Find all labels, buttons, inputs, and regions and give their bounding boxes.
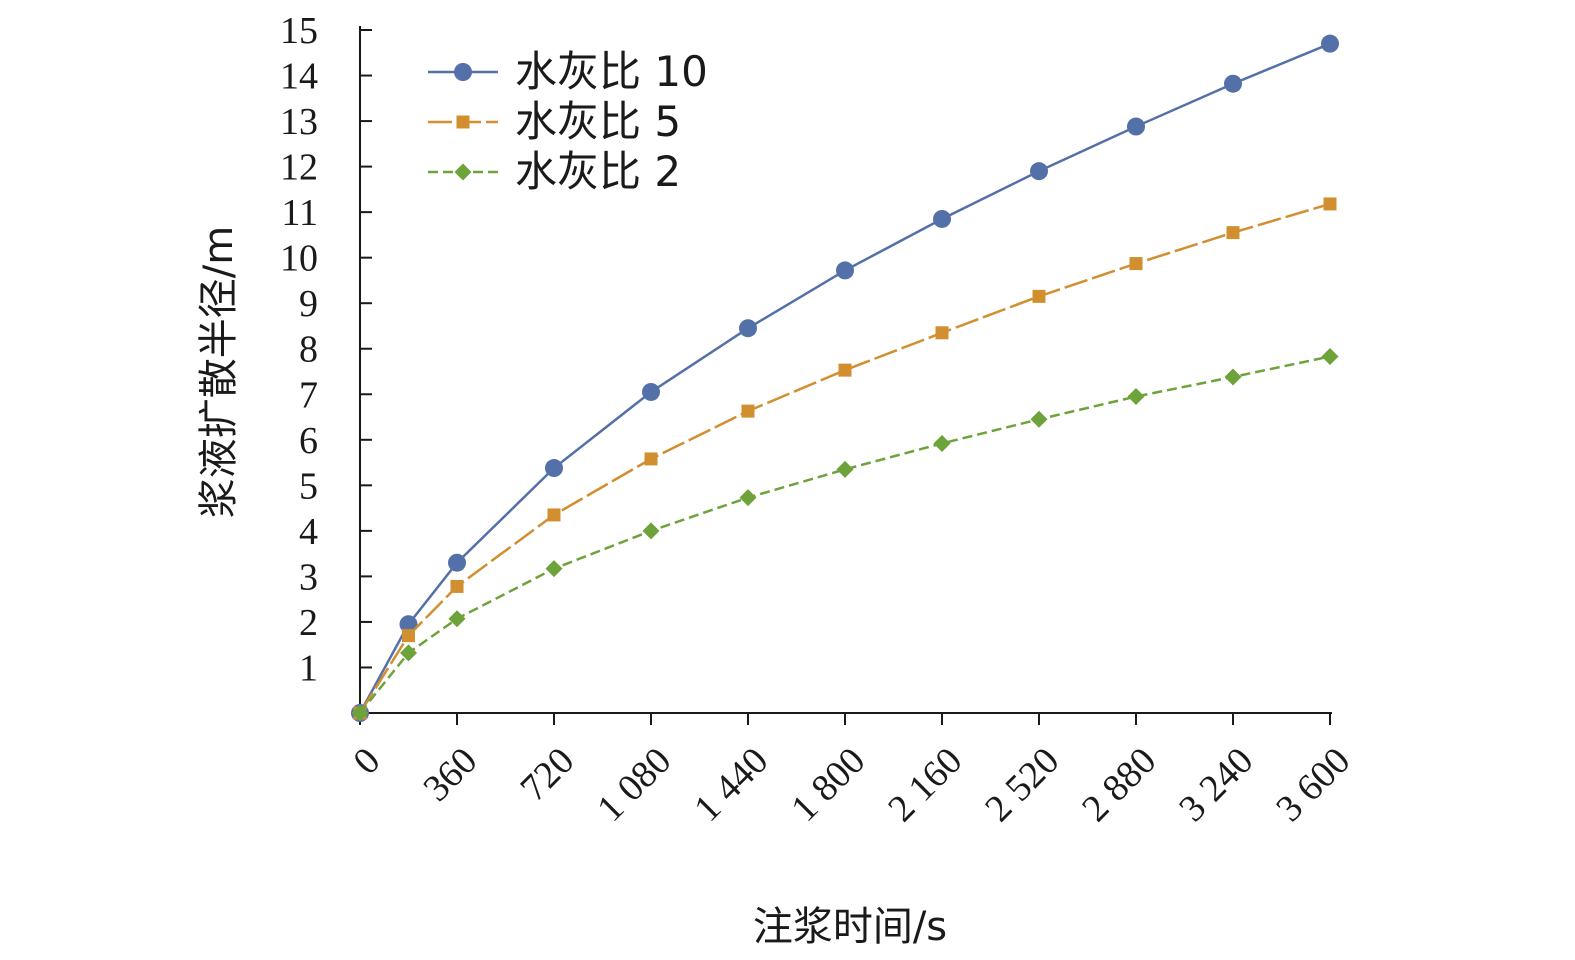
series-line <box>359 355 1331 714</box>
data-point <box>1224 74 1242 93</box>
x-tick-label: 360 <box>415 740 485 810</box>
x-tick-label: 3 600 <box>1268 740 1358 830</box>
data-point <box>454 163 472 181</box>
y-tick-label: 5 <box>299 465 318 507</box>
data-point <box>400 644 417 662</box>
data-point <box>1032 289 1046 303</box>
x-tick-label: 1 080 <box>589 740 679 830</box>
data-point <box>547 508 561 522</box>
series-3 <box>351 347 1339 722</box>
x-tick-label: 2 520 <box>977 740 1067 830</box>
y-tick-label: 10 <box>280 238 318 280</box>
x-tick-label: 3 240 <box>1171 740 1261 830</box>
x-tick-label: 2 880 <box>1074 740 1164 830</box>
y-tick-label: 8 <box>299 329 318 371</box>
data-point <box>739 489 757 507</box>
series-layer <box>351 34 1339 722</box>
legend-item-2: 水灰比 5 <box>428 97 681 146</box>
data-point <box>1129 257 1143 271</box>
data-point <box>1321 347 1339 365</box>
data-point <box>450 579 464 593</box>
series-line <box>358 202 1331 714</box>
data-point <box>644 452 658 466</box>
data-point <box>402 629 415 643</box>
data-point <box>454 63 472 81</box>
data-point <box>642 382 660 401</box>
data-point <box>456 115 470 129</box>
data-point <box>545 459 563 478</box>
y-tick-label: 4 <box>299 511 318 553</box>
y-tick-label: 6 <box>299 420 318 462</box>
x-axis-title: 注浆时间/s <box>753 904 947 950</box>
y-axis-title: 浆液扩散半径/m <box>196 226 242 518</box>
data-point <box>545 560 563 578</box>
y-tick-label: 13 <box>280 101 318 143</box>
data-point <box>739 319 757 338</box>
legend-label: 水灰比 2 <box>515 147 681 196</box>
data-point <box>448 553 466 572</box>
legend-item-1: 水灰比 10 <box>428 47 708 96</box>
data-point <box>642 522 660 540</box>
data-point <box>741 404 755 418</box>
y-tick-label: 2 <box>299 602 318 644</box>
y-tick-label: 15 <box>280 10 318 52</box>
y-tick-label: 7 <box>299 374 318 416</box>
data-point <box>838 363 852 377</box>
y-tick-label: 9 <box>299 283 318 325</box>
series-1 <box>351 34 1339 722</box>
data-point <box>836 261 854 280</box>
data-point <box>399 615 418 634</box>
x-tick-label: 1 440 <box>686 740 776 830</box>
x-tick-label: 0 <box>345 740 388 783</box>
x-tick-label: 2 160 <box>880 740 970 830</box>
legend-label: 水灰比 5 <box>515 97 681 146</box>
series-line <box>358 42 1331 714</box>
y-tick-label: 1 <box>299 647 318 689</box>
y-tick-label: 3 <box>299 556 318 598</box>
data-point <box>933 209 951 228</box>
data-point <box>1226 226 1240 240</box>
data-point <box>351 704 369 722</box>
series-2 <box>353 197 1337 720</box>
data-point <box>836 460 854 478</box>
data-point <box>933 434 951 452</box>
data-point <box>1224 368 1242 386</box>
data-point <box>1321 34 1339 53</box>
legend-label: 水灰比 10 <box>515 47 708 96</box>
y-tick-label: 14 <box>280 56 318 98</box>
x-axis-ticks: 0 360 720 1 080 1 440 1 800 2 160 2 520 2 880 3 2… <box>345 713 1358 830</box>
y-tick-label: 11 <box>281 192 318 234</box>
data-point <box>1323 197 1337 211</box>
y-tick-label: 12 <box>280 147 318 189</box>
data-point <box>448 610 466 628</box>
data-point <box>1030 162 1048 181</box>
x-tick-label: 720 <box>512 740 582 810</box>
data-point <box>1030 410 1048 428</box>
data-point <box>1127 117 1145 136</box>
legend-item-3: 水灰比 2 <box>428 147 681 196</box>
data-point <box>935 326 949 340</box>
x-tick-label: 1 800 <box>783 740 873 830</box>
data-point <box>1127 388 1145 406</box>
